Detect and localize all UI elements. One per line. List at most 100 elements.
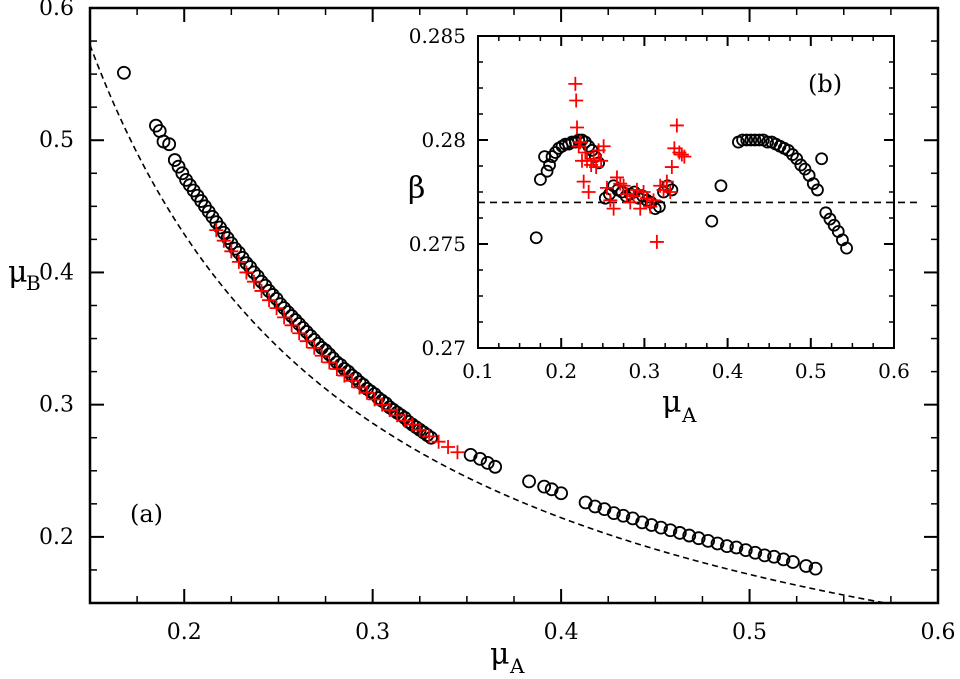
inset-plus-point <box>570 120 585 135</box>
main-plus-point <box>307 340 322 355</box>
inset-plus-point <box>599 180 614 195</box>
main-circle-point <box>175 166 190 181</box>
main-plus-point <box>375 397 390 412</box>
main-plus-point <box>367 392 382 407</box>
inset-circle-point <box>543 158 556 172</box>
main-plus-point <box>299 334 314 349</box>
inset-circle-point <box>752 133 766 147</box>
main-circle-point <box>162 137 177 152</box>
main-plus-point <box>277 310 292 325</box>
main-plus-point <box>231 254 246 269</box>
inset-background <box>478 36 923 348</box>
main-plus-point <box>382 402 397 417</box>
main-circle-point <box>710 536 725 551</box>
main-circle-point <box>424 430 438 445</box>
inset-circle-point <box>705 214 719 228</box>
inset-x-axis-title: μ A <box>662 385 697 427</box>
inset-plus-point <box>568 76 583 91</box>
main-circle-point <box>588 499 602 514</box>
main-circle-point <box>171 159 186 174</box>
inset-plus-point <box>578 145 593 160</box>
main-circle-point <box>488 459 503 474</box>
inset-circle-point <box>736 133 749 147</box>
inset-plus-point <box>669 118 684 133</box>
main-circle-point <box>799 559 813 573</box>
inset-plus-point <box>656 182 671 197</box>
inset-plus-point <box>606 201 621 216</box>
main-circle-point <box>767 549 781 564</box>
main-plus-point <box>329 361 344 376</box>
main-plus-point <box>352 380 367 395</box>
main-y-axis-subscript: B <box>26 271 41 295</box>
inset-plus-point <box>677 149 692 164</box>
inset-plus-point <box>609 170 624 185</box>
main-plus-point <box>360 385 375 400</box>
inset-y-tick-label: 0.275 <box>409 232 466 256</box>
inset-plus-point <box>603 193 618 208</box>
main-plus-point <box>284 318 299 333</box>
main-circle-point <box>720 539 734 554</box>
inset-x-tick-label: 0.6 <box>878 359 910 383</box>
main-plus-point <box>209 223 224 238</box>
inset-x-tick-label: 0.5 <box>795 359 827 383</box>
main-circle-point <box>616 508 631 523</box>
inset-x-tick-label: 0.3 <box>628 359 660 383</box>
main-circle-point <box>701 533 715 548</box>
inset-plus-point <box>619 187 634 202</box>
main-plus-point <box>390 408 405 423</box>
inset-plus-point <box>639 191 654 206</box>
inset-plus-point <box>626 189 641 204</box>
main-circle-point <box>672 526 687 540</box>
inset-circle-point <box>540 164 554 178</box>
main-plus-point <box>344 373 359 388</box>
main-circle-point <box>785 555 800 569</box>
inset-circle-point <box>714 179 728 193</box>
main-circle-point <box>654 520 668 535</box>
inset-plus-point <box>596 139 611 154</box>
main-circle-point <box>473 451 487 466</box>
main-x-axis-title: μ A <box>490 637 525 678</box>
inset-plus-point <box>573 135 588 150</box>
main-plus-point <box>431 434 446 449</box>
main-x-axis-subscript: A <box>509 654 525 678</box>
main-circle-point <box>738 543 753 558</box>
inset-circle-point <box>815 152 829 166</box>
inset-plus-point <box>659 174 674 189</box>
main-x-tick-label: 0.3 <box>355 620 390 645</box>
inset-plus-point <box>569 93 584 108</box>
inset-circle-point <box>529 231 543 245</box>
main-y-tick-label: 0.4 <box>39 260 74 285</box>
main-plus-point <box>246 274 261 289</box>
inset-plus-point <box>623 195 638 210</box>
main-circle-point <box>420 428 435 442</box>
inset-plus-point <box>594 153 609 168</box>
inset-circle-point <box>761 135 774 149</box>
inset-y-tick-label: 0.27 <box>421 336 466 360</box>
main-circle-point <box>808 561 823 576</box>
main-y-tick-label: 0.6 <box>39 0 74 21</box>
inset-plus-point <box>629 182 644 197</box>
main-circle-point <box>663 523 678 538</box>
main-plus-point <box>262 293 277 308</box>
main-x-tick-label: 0.2 <box>167 620 202 645</box>
main-x-tick-label: 0.4 <box>544 620 579 645</box>
main-circle-point <box>606 506 621 520</box>
inset-circle-point <box>740 133 754 147</box>
inset-plus-point <box>576 174 591 189</box>
main-plus-point <box>405 417 420 432</box>
main-plus-point <box>254 283 269 298</box>
main-circle-point <box>228 241 243 256</box>
main-circle-point <box>748 545 763 560</box>
inset-panel: 0.1 0.2 0.3 0.4 0.5 0.6 0.27 0.275 0.28 0.285 (b)… <box>408 24 923 427</box>
main-circle-point <box>480 455 495 470</box>
main-circle-point <box>635 515 650 530</box>
main-plus-point <box>450 445 465 460</box>
inset-circle-point <box>786 148 799 161</box>
main-reference-curve <box>90 44 890 603</box>
main-circle-point <box>273 297 288 312</box>
main-circle-point <box>644 518 659 532</box>
main-plus-point <box>216 233 231 248</box>
inset-y-axis-label: β <box>408 171 425 206</box>
main-circle-point <box>729 540 744 555</box>
main-plus-point <box>322 355 337 370</box>
